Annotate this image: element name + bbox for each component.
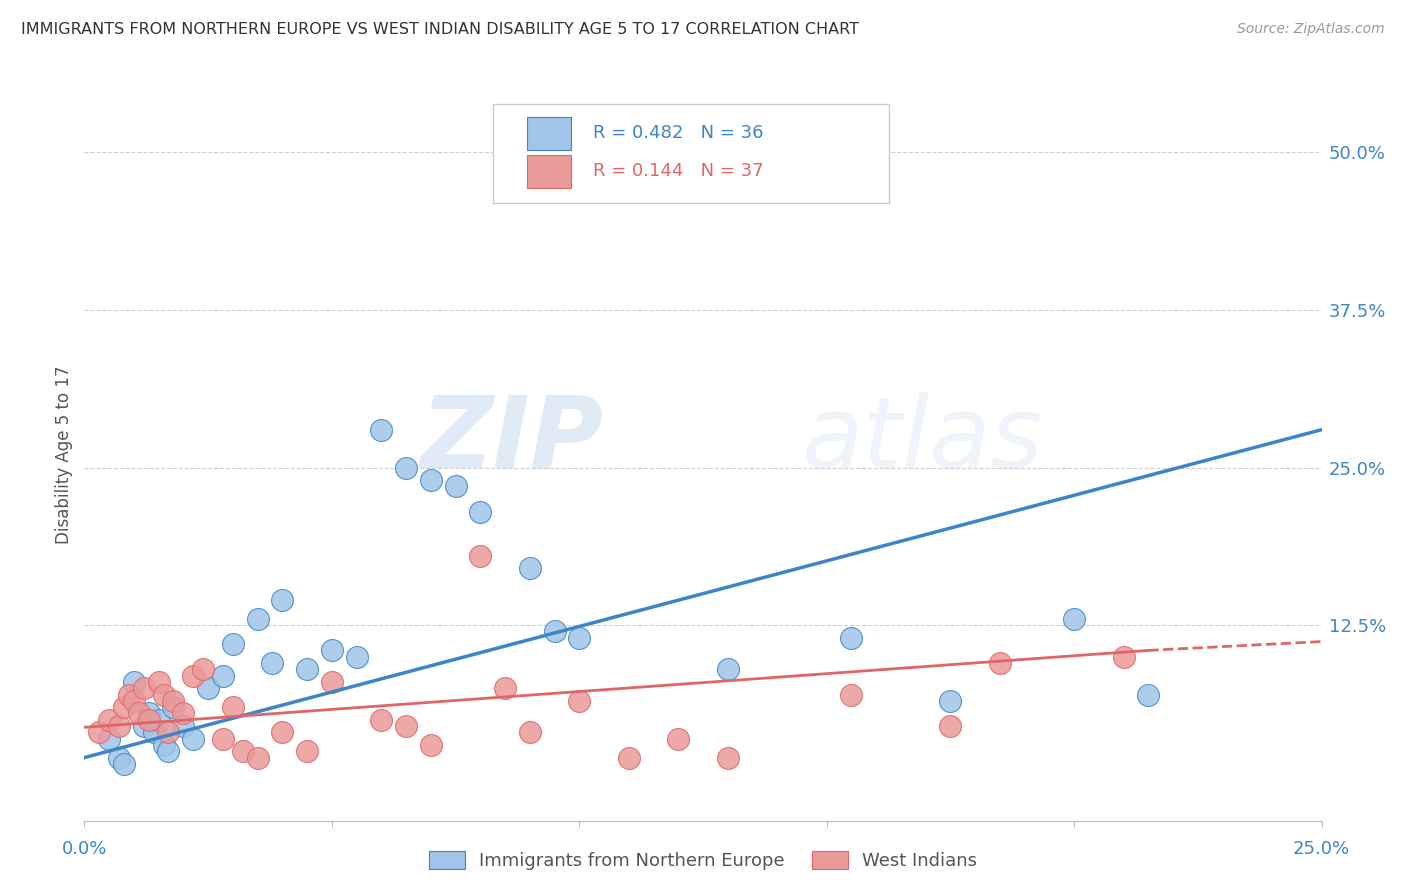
Point	[172, 706, 194, 721]
Text: IMMIGRANTS FROM NORTHERN EUROPE VS WEST INDIAN DISABILITY AGE 5 TO 17 CORRELATIO: IMMIGRANTS FROM NORTHERN EUROPE VS WEST …	[21, 22, 859, 37]
Point	[128, 706, 150, 721]
Point	[841, 688, 863, 702]
Point	[162, 694, 184, 708]
Point	[295, 744, 318, 758]
Text: atlas: atlas	[801, 392, 1043, 489]
Point	[172, 719, 194, 733]
Text: 0.0%: 0.0%	[62, 839, 107, 857]
Point	[246, 750, 269, 764]
Point	[212, 668, 235, 682]
Point	[717, 750, 740, 764]
Point	[212, 731, 235, 746]
Point	[89, 725, 111, 739]
Point	[191, 662, 214, 676]
Point	[98, 713, 121, 727]
Point	[132, 681, 155, 696]
Point	[108, 750, 131, 764]
Bar	[527, 154, 571, 187]
Point	[346, 649, 368, 664]
Point	[543, 624, 565, 639]
Point	[1112, 649, 1135, 664]
Text: R = 0.144   N = 37: R = 0.144 N = 37	[593, 162, 763, 180]
Point	[112, 756, 135, 771]
Bar	[527, 117, 571, 150]
Point	[568, 694, 591, 708]
Point	[988, 656, 1011, 670]
Point	[568, 631, 591, 645]
Point	[1137, 688, 1160, 702]
Point	[142, 725, 165, 739]
Point	[246, 612, 269, 626]
Point	[98, 731, 121, 746]
Text: ZIP: ZIP	[420, 392, 605, 489]
Point	[138, 706, 160, 721]
Point	[395, 460, 418, 475]
Text: R = 0.482   N = 36: R = 0.482 N = 36	[593, 124, 763, 142]
Point	[717, 662, 740, 676]
Point	[321, 643, 343, 657]
Point	[841, 631, 863, 645]
Y-axis label: Disability Age 5 to 17: Disability Age 5 to 17	[55, 366, 73, 544]
Point	[122, 694, 145, 708]
Point	[271, 725, 294, 739]
Point	[666, 731, 689, 746]
Legend: Immigrants from Northern Europe, West Indians: Immigrants from Northern Europe, West In…	[422, 844, 984, 878]
Point	[395, 719, 418, 733]
FancyBboxPatch shape	[492, 103, 889, 202]
Point	[138, 713, 160, 727]
Point	[370, 423, 392, 437]
Point	[519, 725, 541, 739]
Point	[181, 731, 204, 746]
Point	[617, 164, 640, 178]
Point	[262, 656, 284, 670]
Text: Source: ZipAtlas.com: Source: ZipAtlas.com	[1237, 22, 1385, 37]
Point	[939, 719, 962, 733]
Point	[108, 719, 131, 733]
Point	[148, 674, 170, 689]
Point	[148, 713, 170, 727]
Point	[181, 668, 204, 682]
Point	[494, 681, 516, 696]
Point	[222, 637, 245, 651]
Point	[519, 561, 541, 575]
Point	[112, 700, 135, 714]
Point	[271, 593, 294, 607]
Point	[444, 479, 467, 493]
Point	[939, 694, 962, 708]
Point	[321, 674, 343, 689]
Point	[152, 738, 174, 752]
Point	[132, 719, 155, 733]
Point	[157, 744, 180, 758]
Point	[1063, 612, 1085, 626]
Point	[222, 700, 245, 714]
Point	[470, 549, 492, 563]
Point	[370, 713, 392, 727]
Point	[197, 681, 219, 696]
Point	[617, 750, 640, 764]
Point	[295, 662, 318, 676]
Point	[122, 674, 145, 689]
Point	[232, 744, 254, 758]
Point	[118, 688, 141, 702]
Point	[152, 688, 174, 702]
Point	[157, 725, 180, 739]
Point	[470, 505, 492, 519]
Point	[419, 473, 441, 487]
Point	[162, 700, 184, 714]
Point	[419, 738, 441, 752]
Text: 25.0%: 25.0%	[1294, 839, 1350, 857]
